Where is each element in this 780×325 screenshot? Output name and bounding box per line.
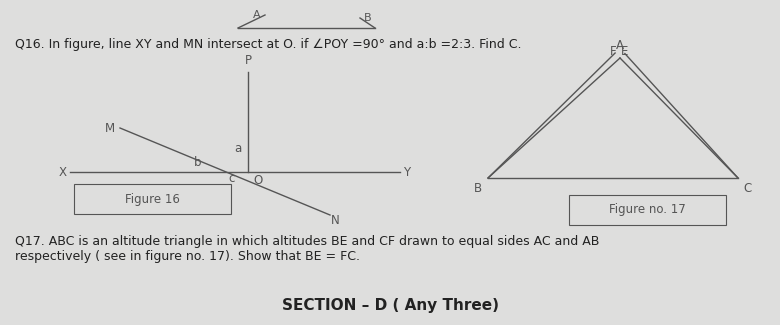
Text: b: b <box>194 155 202 168</box>
Text: a: a <box>234 141 242 154</box>
Text: SECTION – D ( Any Three): SECTION – D ( Any Three) <box>282 298 498 313</box>
Text: Figure 16: Figure 16 <box>125 192 180 205</box>
Text: A: A <box>254 10 261 20</box>
FancyBboxPatch shape <box>74 184 231 214</box>
Text: N: N <box>331 214 339 227</box>
Text: X: X <box>59 165 67 178</box>
Text: Q16. In figure, line XY and MN intersect at O. if ∠POY =90° and a:b =2:3. Find C: Q16. In figure, line XY and MN intersect… <box>15 38 522 51</box>
Text: O: O <box>254 174 263 187</box>
Text: M: M <box>105 122 115 135</box>
Text: Q17. ABC is an altitude triangle in which altitudes BE and CF drawn to equal sid: Q17. ABC is an altitude triangle in whic… <box>15 235 599 248</box>
Text: A: A <box>616 39 624 52</box>
Text: respectively ( see in figure no. 17). Show that BE = FC.: respectively ( see in figure no. 17). Sh… <box>15 250 360 263</box>
FancyBboxPatch shape <box>569 195 726 225</box>
Text: C: C <box>744 182 752 195</box>
Text: E: E <box>620 45 628 58</box>
Text: B: B <box>474 182 482 195</box>
Text: Figure no. 17: Figure no. 17 <box>609 203 686 216</box>
Text: F: F <box>609 45 616 58</box>
Text: B: B <box>364 13 372 23</box>
Text: Y: Y <box>403 165 410 178</box>
Text: c: c <box>229 172 236 185</box>
Text: P: P <box>244 54 251 67</box>
